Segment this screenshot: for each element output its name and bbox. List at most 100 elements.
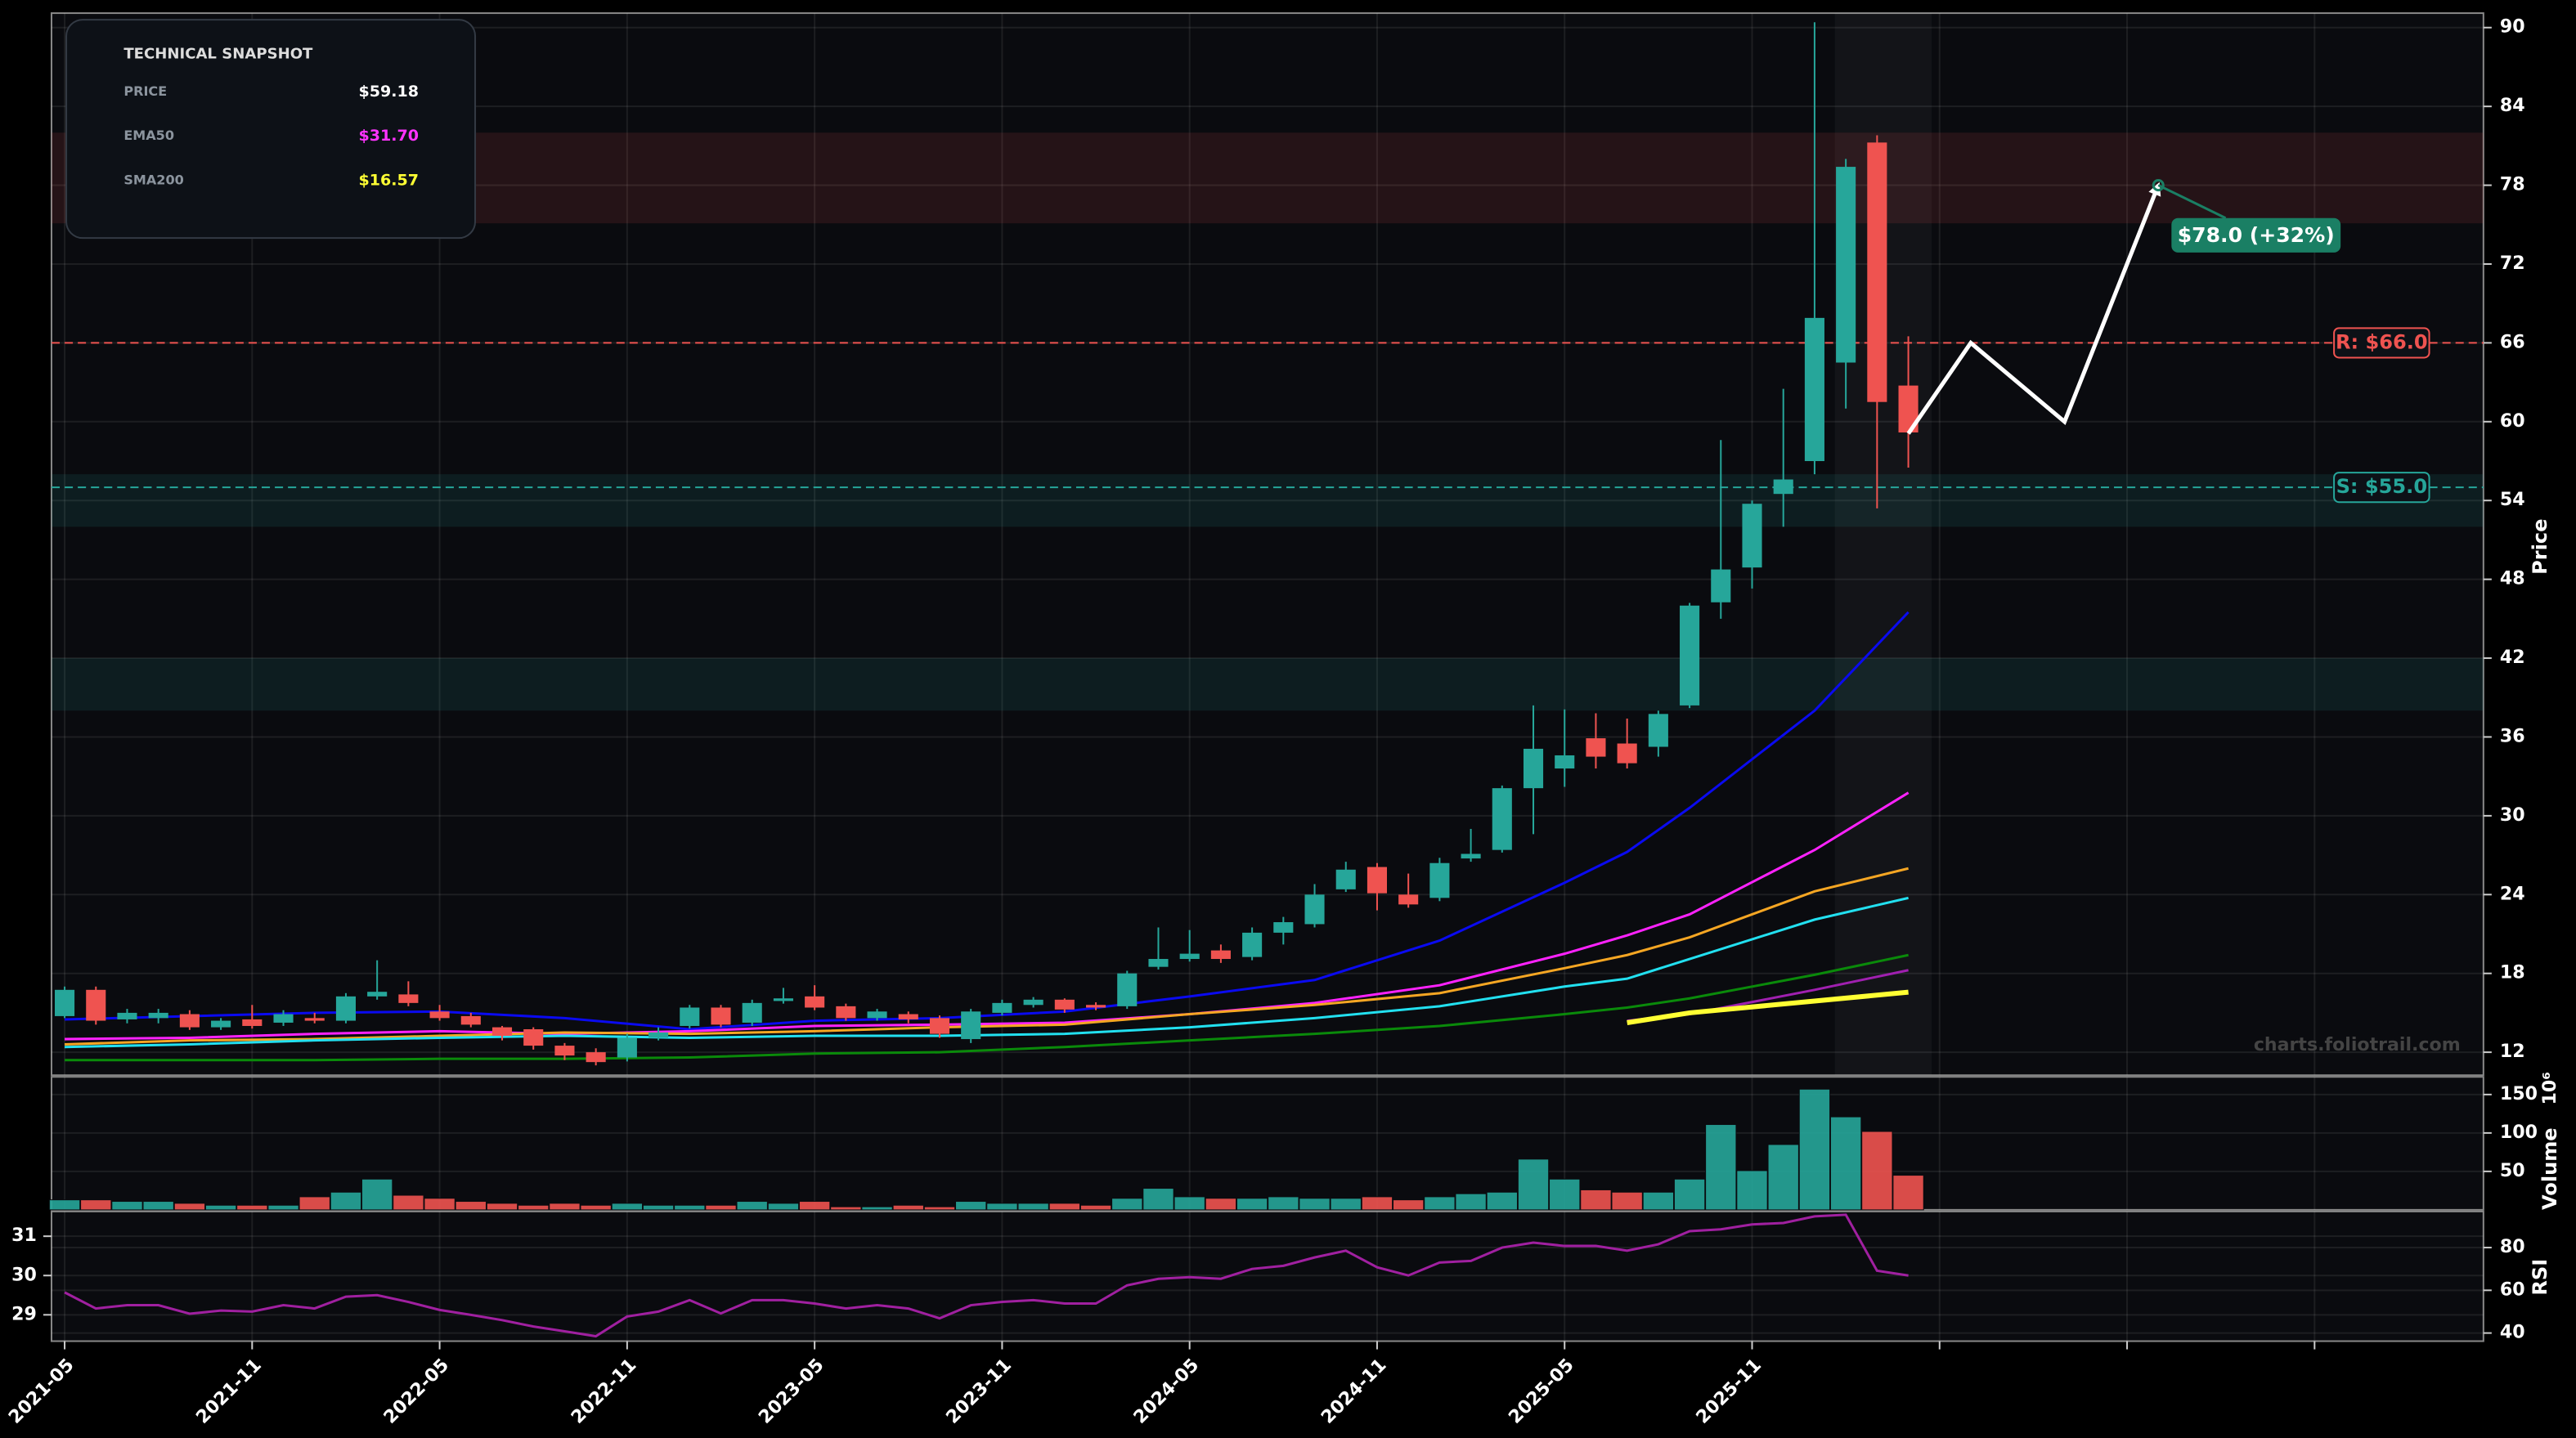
candle-body xyxy=(617,1037,637,1058)
y-tick-label: 36 xyxy=(2500,726,2525,746)
volume-scale-label: 10⁶ xyxy=(2540,1072,2560,1104)
snapshot-label: EMA50 xyxy=(123,128,174,143)
volume-bar xyxy=(955,1201,987,1211)
volume-tick-label: 150 xyxy=(2500,1084,2538,1104)
candle-body xyxy=(1461,853,1481,859)
volume-tick-label: 100 xyxy=(2500,1122,2538,1143)
volume-bar xyxy=(642,1204,675,1211)
x-tick-label: 2024-11 xyxy=(1317,1355,1390,1427)
volume-bar xyxy=(861,1206,893,1211)
candle-body xyxy=(929,1018,950,1034)
candle-body xyxy=(211,1020,231,1028)
candle-body xyxy=(523,1028,544,1046)
candle-body xyxy=(773,998,793,1001)
volume-bar xyxy=(1048,1203,1081,1211)
y-tick-label: 48 xyxy=(2500,569,2525,589)
candle-body xyxy=(1023,999,1043,1006)
x-tick-label: 2021-11 xyxy=(192,1355,265,1427)
snapshot-value: $16.57 xyxy=(358,171,419,189)
snapshot-label: PRICE xyxy=(123,83,167,99)
volume-bar xyxy=(1517,1158,1550,1211)
candle-body xyxy=(1680,605,1700,706)
volume-bar xyxy=(736,1201,768,1211)
volume-bar xyxy=(580,1204,612,1211)
candle-body xyxy=(680,1007,700,1026)
moving-average xyxy=(65,896,1909,1049)
x-tick-label: 2023-11 xyxy=(943,1355,1016,1427)
snapshot-label: SMA200 xyxy=(123,172,183,187)
volume-bar xyxy=(1549,1178,1581,1211)
volume-bar xyxy=(1673,1178,1706,1211)
candle-body xyxy=(304,1018,325,1021)
rsi-tick-label: 80 xyxy=(2500,1237,2525,1257)
volume-bar xyxy=(204,1204,237,1211)
candle-body xyxy=(1804,317,1824,462)
volume-bar xyxy=(486,1203,518,1211)
x-tick-label: 2024-05 xyxy=(1130,1355,1203,1427)
x-tick-label: 2022-11 xyxy=(568,1355,640,1427)
candle-body xyxy=(898,1014,918,1019)
volume-bar xyxy=(611,1203,644,1211)
candle-body xyxy=(1711,569,1731,603)
y-tick-label: 12 xyxy=(2500,1042,2525,1062)
candle-body xyxy=(836,1006,856,1019)
candle-body xyxy=(117,1012,137,1019)
level-label-box xyxy=(2333,472,2430,504)
projection-line xyxy=(1906,181,2161,435)
rsi-y2-tick-label: 31 xyxy=(11,1225,37,1246)
candle-body xyxy=(54,989,75,1016)
candle-body xyxy=(1773,479,1793,495)
rsi-y2-tick-label: 29 xyxy=(11,1304,37,1324)
volume-bar xyxy=(1330,1198,1362,1211)
target-marker xyxy=(2152,179,2165,192)
rsi-panel xyxy=(50,1210,2484,1342)
candle-body xyxy=(1335,869,1356,889)
volume-bar xyxy=(1079,1204,1112,1211)
volume-bar xyxy=(1892,1175,1924,1211)
moving-average xyxy=(64,867,1909,1046)
snapshot-value: $31.70 xyxy=(358,127,419,145)
snapshot: TECHNICAL SNAPSHOT PRICE $59.18 EMA50 $31.7… xyxy=(65,19,477,240)
candle-body xyxy=(742,1002,762,1023)
candle-body xyxy=(491,1027,513,1037)
volume-bar xyxy=(1767,1144,1799,1211)
volume-bar xyxy=(393,1194,424,1211)
volume-axis-label: Volume xyxy=(2538,1127,2561,1210)
volume-bar xyxy=(80,1199,112,1211)
candle-body xyxy=(1179,953,1200,960)
candle-body xyxy=(961,1011,981,1040)
candle-body xyxy=(1273,922,1294,933)
candle-body xyxy=(1742,504,1762,568)
candle-body xyxy=(992,1002,1012,1013)
moving-average xyxy=(1627,989,1909,1025)
volume-bar xyxy=(48,1199,81,1211)
candle-body xyxy=(460,1015,481,1025)
y-tick-label: 54 xyxy=(2500,490,2525,510)
volume-bar xyxy=(986,1203,1018,1211)
candle-body xyxy=(367,992,388,997)
volume-bar xyxy=(1017,1203,1049,1211)
candle-body xyxy=(1523,748,1544,789)
volume-panel xyxy=(50,1076,2484,1211)
candle-body xyxy=(398,994,419,1003)
y-tick-label: 72 xyxy=(2500,253,2525,274)
rsi-y2-tick-label: 30 xyxy=(11,1265,37,1285)
moving-average xyxy=(65,953,1909,1062)
candle-body xyxy=(179,1014,200,1028)
volume-bar xyxy=(1580,1189,1612,1211)
y-tick-label: 90 xyxy=(2500,17,2525,38)
level-label-box xyxy=(2333,327,2430,359)
moving-average xyxy=(65,791,1910,1041)
volume-bar xyxy=(674,1204,706,1211)
y-tick-label: 60 xyxy=(2500,411,2525,432)
volume-bar xyxy=(1486,1191,1518,1211)
volume-bar xyxy=(1705,1124,1737,1211)
volume-bar xyxy=(1861,1131,1893,1211)
candle-body xyxy=(711,1007,731,1025)
volume-bar xyxy=(1642,1191,1675,1211)
volume-bar xyxy=(1299,1198,1331,1211)
candle-body xyxy=(554,1046,575,1056)
volume-bar xyxy=(173,1203,206,1211)
volume-bar xyxy=(1205,1198,1237,1211)
